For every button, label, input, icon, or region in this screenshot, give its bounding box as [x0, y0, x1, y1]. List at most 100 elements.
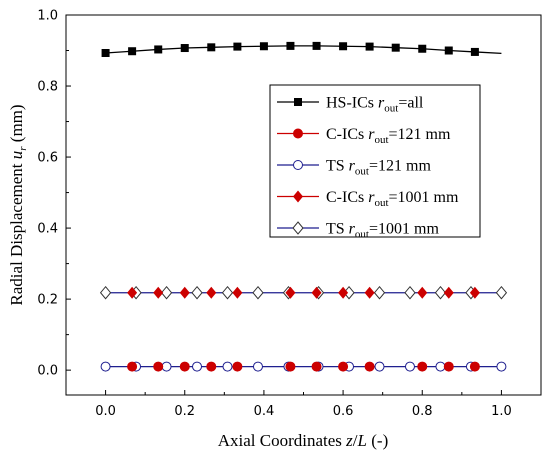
- data-point-1: [127, 361, 138, 372]
- data-point-0: [259, 42, 268, 51]
- data-point-3: [338, 286, 349, 299]
- data-point-3: [364, 286, 375, 299]
- data-point-1: [443, 361, 454, 372]
- legend-label-2: TS rout=121 mm: [326, 158, 431, 178]
- data-point-1: [232, 361, 243, 372]
- legend-label-4: TS rout=1001 mm: [326, 221, 439, 241]
- y-axis-title: Radial Displacement ur (mm): [7, 104, 29, 305]
- data-point-2: [404, 361, 415, 372]
- y-tick-label: 1.0: [37, 9, 58, 24]
- x-tick-label: 0.4: [254, 404, 275, 419]
- data-point-0: [207, 43, 216, 52]
- data-point-3: [206, 286, 217, 299]
- data-point-1: [311, 361, 322, 372]
- data-point-2: [192, 361, 203, 372]
- data-point-0: [339, 42, 348, 51]
- data-point-1: [469, 361, 480, 372]
- data-point-2: [435, 361, 446, 372]
- legend-label-part: =1001 mm: [369, 221, 439, 238]
- data-point-0: [180, 44, 189, 53]
- data-point-3: [311, 286, 322, 299]
- legend-label-part: TS: [326, 221, 349, 238]
- y-tick-label: 0.8: [37, 80, 58, 95]
- data-point-4: [404, 285, 416, 300]
- data-point-4: [99, 285, 112, 300]
- data-point-4: [434, 285, 447, 300]
- x-tick-label: 0.8: [412, 404, 433, 419]
- legend-label-1: C-ICs rout=121 mm: [326, 126, 451, 146]
- data-point-2: [100, 361, 111, 372]
- y-tick-label: 0.2: [37, 293, 58, 308]
- data-point-1: [417, 361, 428, 372]
- data-point-3: [153, 286, 164, 299]
- data-point-0: [418, 44, 427, 53]
- legend-label-part: =121 mm: [369, 158, 431, 175]
- legend-label-part: =all: [398, 95, 424, 112]
- y-tick-label: 0.0: [37, 364, 58, 379]
- data-point-2: [374, 361, 385, 372]
- data-point-2: [161, 361, 172, 372]
- legend-marker-3: [293, 190, 303, 203]
- data-point-4: [191, 285, 203, 300]
- legend-label-part: out: [384, 103, 398, 115]
- legend-label-part: C-ICs: [326, 189, 368, 206]
- legend-label-part: r: [378, 95, 385, 112]
- legend-label-part: r: [368, 189, 375, 206]
- data-point-4: [160, 285, 173, 300]
- data-point-3: [285, 286, 296, 299]
- legend-label-0: HS-ICs rout=all: [326, 95, 424, 115]
- y-tick-label: 0.4: [37, 222, 58, 237]
- data-point-1: [285, 361, 296, 372]
- legend-marker-1: [293, 128, 303, 139]
- data-point-4: [373, 285, 386, 300]
- data-point-0: [391, 43, 400, 52]
- data-point-4: [495, 285, 508, 300]
- legend-label-part: out: [374, 134, 388, 146]
- data-point-0: [233, 42, 242, 51]
- data-point-2: [496, 361, 507, 372]
- y-tick-label: 0.6: [37, 151, 58, 166]
- x-tick-label: 0.6: [333, 404, 354, 419]
- data-point-1: [206, 361, 217, 372]
- legend-label-part: r: [368, 126, 375, 143]
- data-point-1: [364, 361, 375, 372]
- legend-label-part: =121 mm: [389, 126, 451, 143]
- data-point-0: [101, 49, 110, 57]
- legend-label-part: r: [349, 158, 356, 175]
- data-point-0: [470, 47, 479, 56]
- data-point-4: [221, 285, 234, 300]
- data-point-4: [252, 285, 264, 300]
- x-tick-label: 0.0: [95, 404, 116, 419]
- series-line-0: [105, 45, 502, 55]
- data-point-3: [179, 286, 190, 299]
- x-axis-title: Axial Coordinates z/L (-): [218, 431, 388, 450]
- legend-label-part: out: [355, 166, 369, 178]
- data-point-3: [443, 286, 454, 299]
- data-point-2: [252, 361, 263, 372]
- series-markers: [99, 41, 508, 372]
- axis-ticks: 0.0 0.2 0.4 0.6 0.8 1.0 0.0 0.2 0.4 0.6 0.8 1.0: [37, 9, 511, 420]
- legend-label-3: C-ICs rout=1001 mm: [326, 189, 459, 209]
- x-tick-label: 1.0: [491, 404, 512, 419]
- data-point-0: [444, 46, 453, 55]
- legend-label-part: out: [374, 197, 388, 209]
- legend-marker-0: [294, 98, 302, 106]
- legend-marker-4: [292, 221, 304, 235]
- data-point-0: [154, 45, 163, 54]
- legend-label-part: out: [355, 229, 369, 241]
- legend-label-part: TS: [326, 158, 349, 175]
- data-point-0: [312, 41, 321, 50]
- data-point-1: [338, 361, 349, 372]
- data-point-2: [222, 361, 233, 372]
- data-point-3: [469, 286, 480, 299]
- data-point-1: [153, 361, 164, 372]
- data-point-0: [365, 42, 374, 51]
- data-point-0: [128, 47, 137, 56]
- data-point-3: [232, 286, 243, 299]
- data-point-0: [286, 41, 295, 50]
- legend-marker-2: [293, 160, 303, 170]
- legend-label-part: =1001 mm: [389, 189, 459, 206]
- data-point-3: [417, 286, 428, 299]
